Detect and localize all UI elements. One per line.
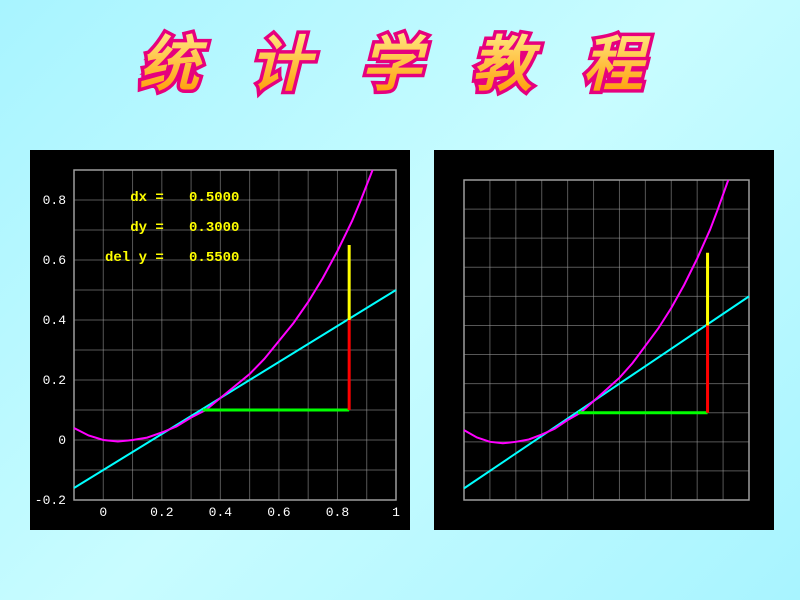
annotation-0: dx = 0.5000	[105, 190, 239, 206]
y-tick-label: 0	[58, 433, 66, 448]
title-text-fill: 统 计 学 教 程	[139, 32, 661, 98]
x-tick-label: 0.4	[209, 505, 233, 520]
y-tick-label: 0.4	[43, 313, 67, 328]
annotation-1: dy = 0.3000	[105, 220, 239, 236]
x-tick-label: 0.6	[267, 505, 290, 520]
annotation-2: del y = 0.5500	[105, 250, 239, 266]
x-tick-label: 0	[99, 505, 107, 520]
x-tick-label: 1	[392, 505, 400, 520]
curve-line	[464, 180, 728, 443]
y-tick-label: -0.2	[35, 493, 66, 508]
curve-line	[74, 170, 373, 442]
chart-left: 0 0.2 0.4 0.6 0.8 1 -0.2 0 0.2 0.4 0.6 0.8 dx = 0.5…	[30, 150, 410, 530]
x-tick-label: 0.2	[150, 505, 173, 520]
y-tick-label: 0.6	[43, 253, 66, 268]
page-title: 统 计 学 教 程 统 计 学 教 程	[0, 20, 800, 110]
chart-right	[434, 150, 774, 530]
title-text-stroke: 统 计 学 教 程	[139, 32, 661, 98]
charts-row: 0 0.2 0.4 0.6 0.8 1 -0.2 0 0.2 0.4 0.6 0.8 dx = 0.5…	[30, 150, 774, 530]
y-tick-label: 0.8	[43, 193, 66, 208]
x-tick-label: 0.8	[326, 505, 349, 520]
y-tick-label: 0.2	[43, 373, 66, 388]
